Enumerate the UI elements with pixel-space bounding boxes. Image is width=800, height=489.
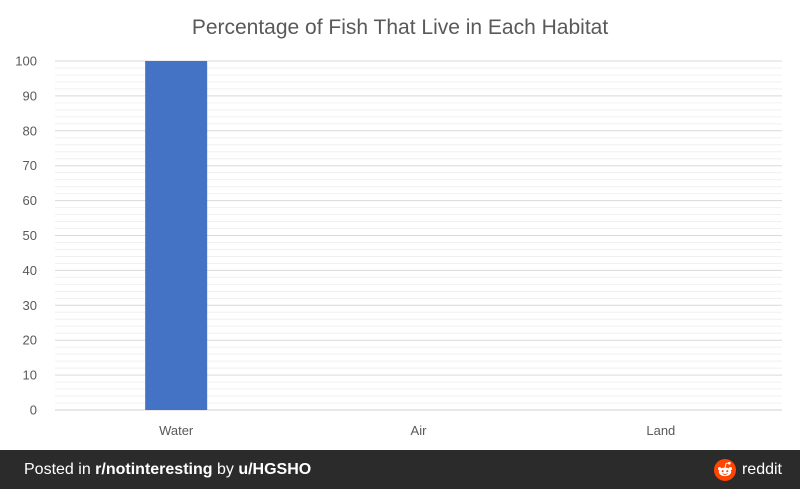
x-axis-ticks: Water Air Land	[159, 423, 675, 438]
y-tick-label: 50	[23, 228, 37, 243]
reddit-brand: reddit	[713, 458, 782, 481]
bar-water	[145, 61, 208, 410]
by-text: by	[216, 460, 234, 478]
y-tick-label: 40	[23, 263, 37, 278]
attribution-footer: Posted in r/notinteresting by u/HGSHO re…	[0, 450, 800, 489]
posted-in-text: Posted in	[24, 460, 91, 478]
y-tick-label: 60	[23, 193, 37, 208]
bars	[145, 61, 208, 410]
y-tick-label: 70	[23, 158, 37, 173]
y-axis-ticks: 0 10 20 30 40 50 60 70 80 90 100	[15, 54, 37, 418]
reddit-wordmark: reddit	[741, 460, 782, 478]
y-tick-label: 10	[23, 368, 37, 383]
chart-title: Percentage of Fish That Live in Each Hab…	[192, 16, 609, 39]
x-tick-label: Land	[646, 423, 675, 438]
y-tick-label: 20	[23, 333, 37, 348]
subreddit-link[interactable]: r/notinteresting	[95, 460, 213, 478]
x-tick-label: Water	[159, 423, 194, 438]
y-tick-label: 90	[23, 88, 37, 103]
y-tick-label: 0	[30, 403, 37, 418]
post-attribution: Posted in r/notinteresting by u/HGSHO	[24, 461, 311, 479]
username-link[interactable]: u/HGSHO	[238, 460, 312, 478]
y-tick-label: 80	[23, 123, 37, 138]
y-tick-label: 100	[15, 54, 37, 69]
y-tick-label: 30	[23, 298, 37, 313]
x-tick-label: Air	[411, 423, 428, 438]
chart-area: Percentage of Fish That Live in Each Hab…	[15, 16, 782, 438]
reddit-alien-icon	[713, 458, 736, 481]
bar-chart: Percentage of Fish That Live in Each Hab…	[15, 16, 782, 438]
